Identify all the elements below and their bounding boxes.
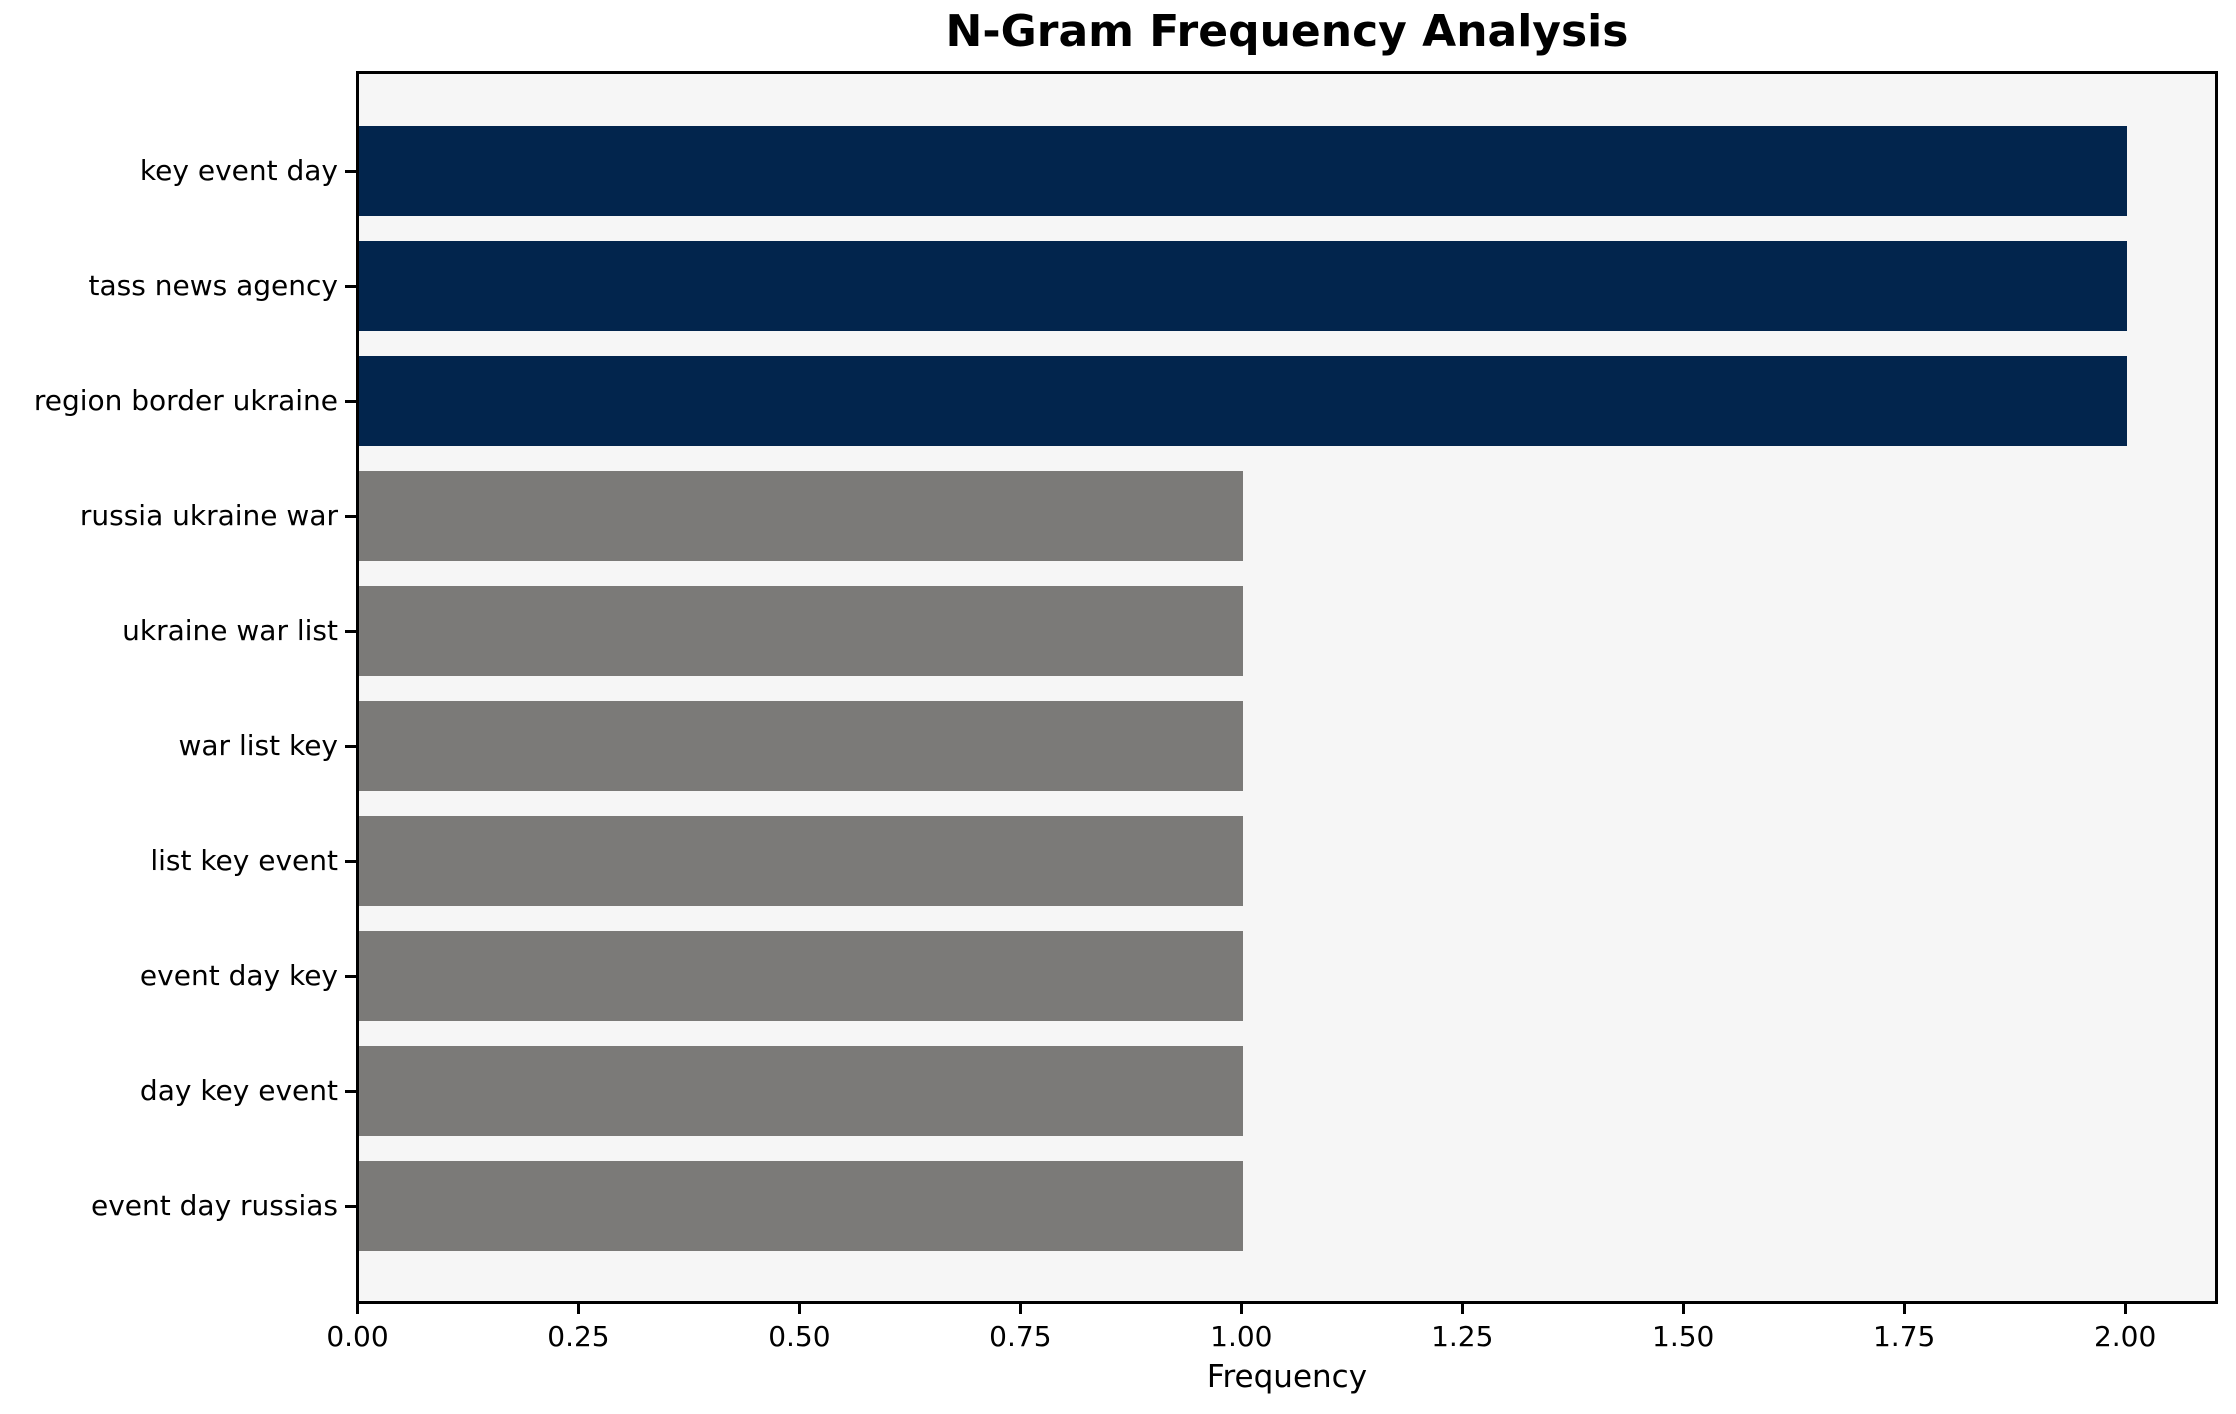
y-tick-mark — [345, 284, 356, 288]
bar — [359, 471, 1243, 561]
x-tick-label: 1.50 — [1652, 1320, 1715, 1353]
bar — [359, 356, 2127, 446]
bar — [359, 241, 2127, 331]
y-tick-label: key event day — [139, 154, 338, 187]
x-tick-label: 0.50 — [768, 1320, 831, 1353]
y-tick-label: tass news agency — [88, 269, 338, 302]
bar — [359, 816, 1243, 906]
y-tick-label: event day russias — [90, 1189, 338, 1222]
x-tick-mark — [2123, 1304, 2127, 1314]
y-tick-mark — [345, 1204, 356, 1208]
y-tick-mark — [345, 399, 356, 403]
y-tick-label: war list key — [178, 729, 338, 762]
plot-area — [356, 71, 2218, 1304]
y-tick-mark — [345, 169, 356, 173]
y-tick-mark — [345, 629, 356, 633]
y-tick-label: region border ukraine — [33, 384, 338, 417]
x-tick-mark — [356, 1304, 359, 1314]
chart-title: N-Gram Frequency Analysis — [945, 6, 1629, 57]
bar — [359, 126, 2127, 216]
x-tick-mark — [576, 1304, 580, 1314]
x-tick-label: 1.25 — [1431, 1320, 1494, 1353]
x-tick-mark — [1902, 1304, 1906, 1314]
y-tick-label: russia ukraine war — [79, 499, 338, 532]
x-tick-label: 0.25 — [547, 1320, 610, 1353]
y-tick-label: list key event — [150, 844, 338, 877]
x-tick-label: 0.00 — [326, 1320, 389, 1353]
bar — [359, 1046, 1243, 1136]
x-tick-label: 0.75 — [989, 1320, 1052, 1353]
x-axis-label: Frequency — [1206, 1359, 1368, 1395]
y-tick-mark — [345, 514, 356, 518]
bar — [359, 701, 1243, 791]
x-tick-label: 1.75 — [1872, 1320, 1936, 1353]
x-tick-mark — [1681, 1304, 1685, 1314]
x-tick-mark — [1018, 1304, 1022, 1314]
y-tick-mark — [345, 974, 356, 978]
x-tick-label: 2.00 — [2093, 1320, 2157, 1353]
x-tick-mark — [1460, 1304, 1464, 1314]
bar — [359, 1161, 1243, 1251]
x-tick-mark — [797, 1304, 801, 1314]
x-tick-mark — [1239, 1304, 1243, 1314]
y-tick-label: event day key — [139, 959, 338, 992]
x-tick-label: 1.00 — [1210, 1320, 1273, 1353]
y-tick-label: day key event — [139, 1074, 338, 1107]
y-tick-label: ukraine war list — [122, 614, 338, 647]
y-tick-mark — [345, 744, 356, 748]
bar — [359, 931, 1243, 1021]
bar — [359, 586, 1243, 676]
y-tick-mark — [345, 1089, 356, 1093]
y-tick-mark — [345, 859, 356, 863]
